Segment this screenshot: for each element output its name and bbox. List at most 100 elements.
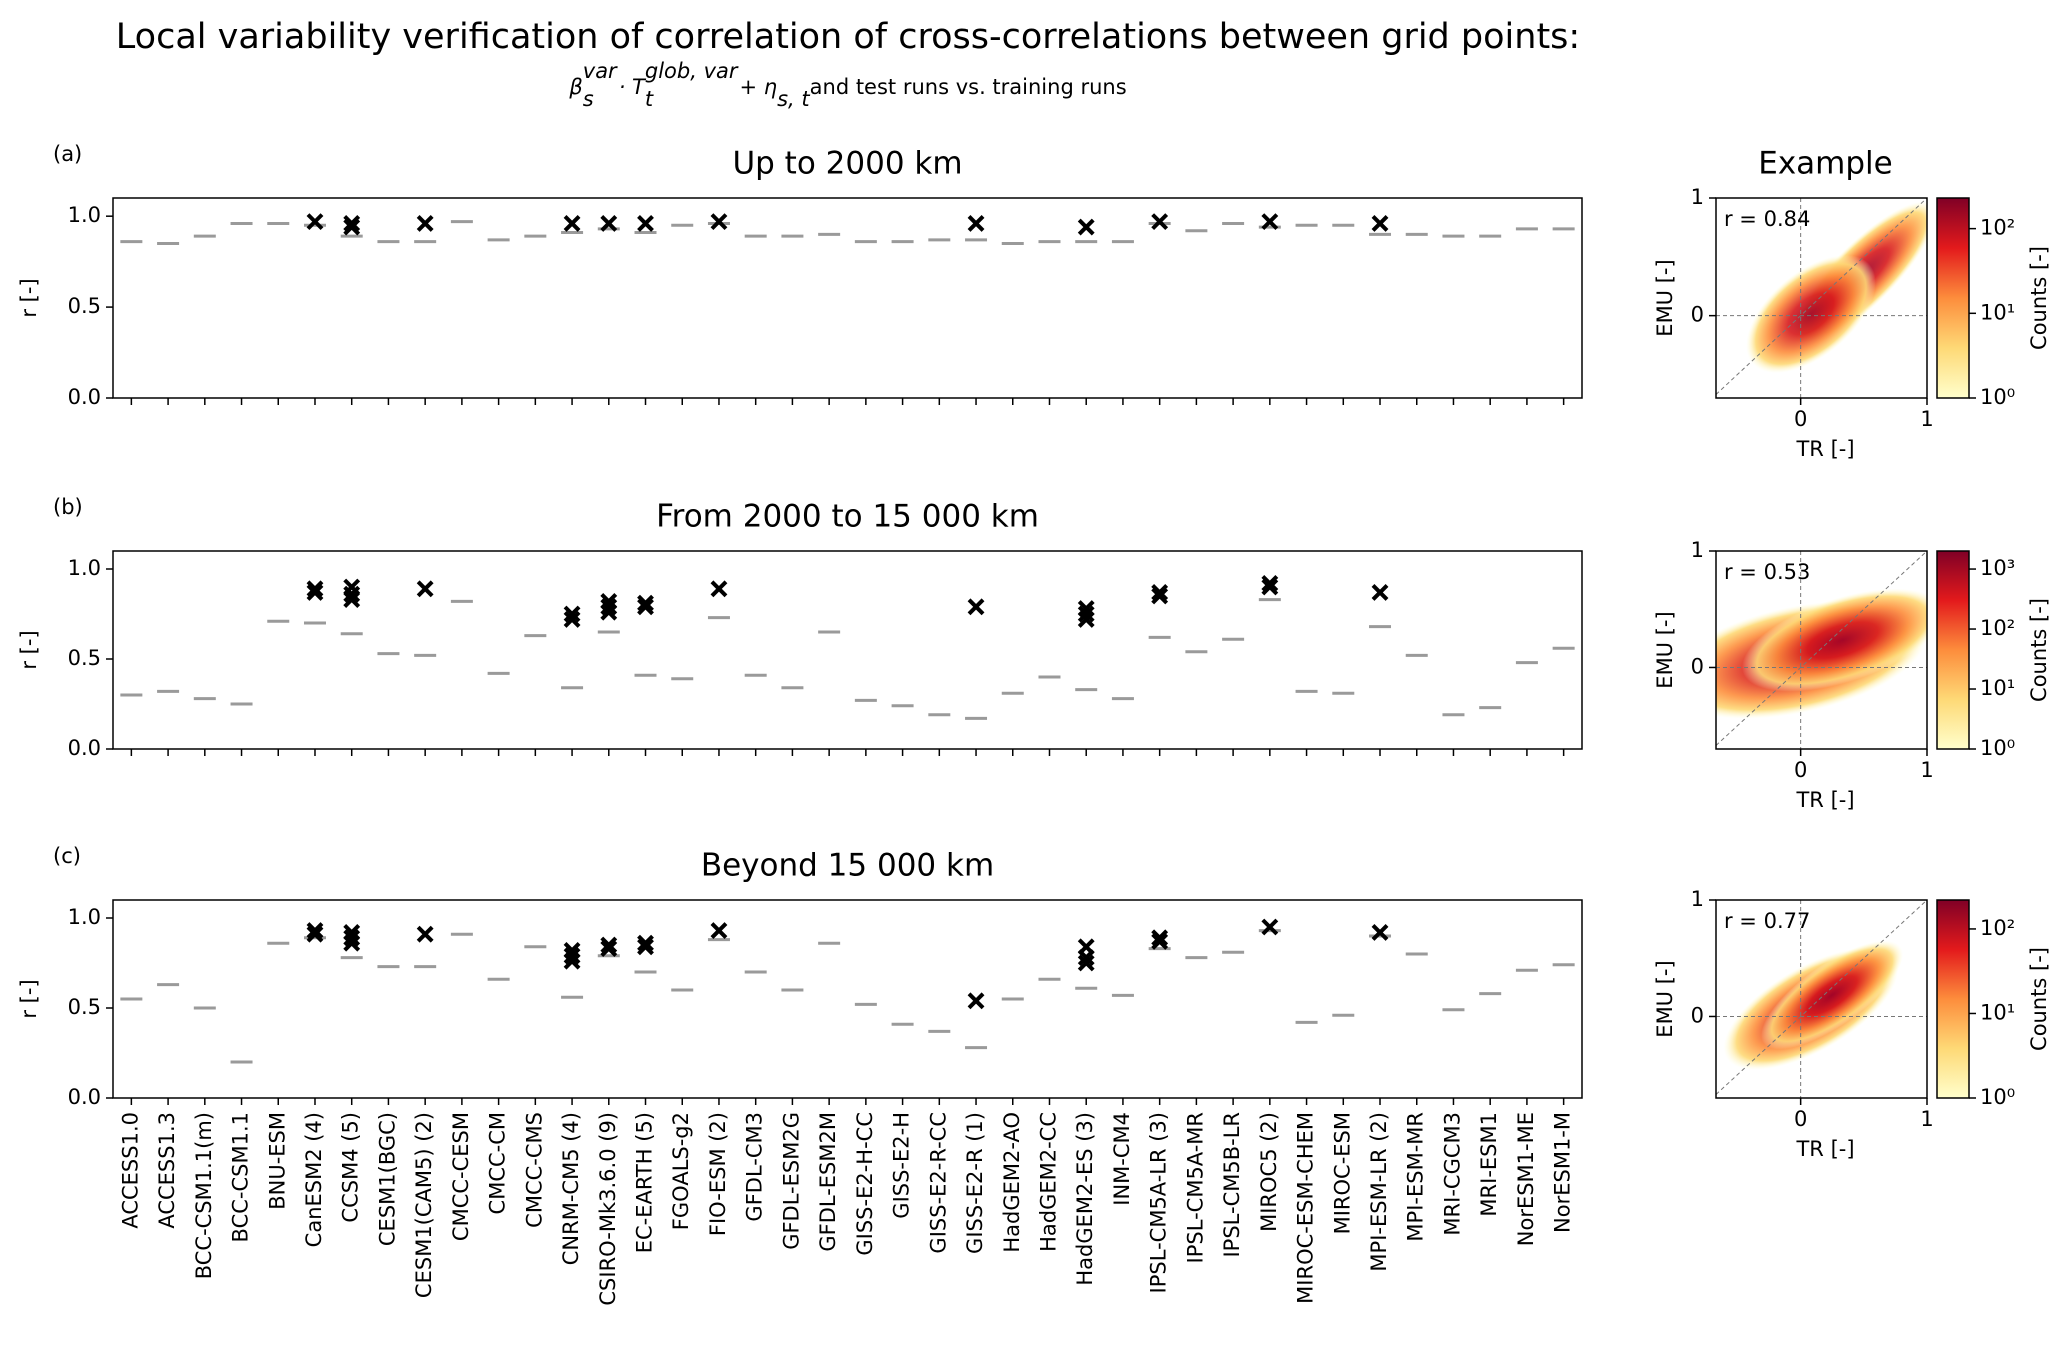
panel-title: Up to 2000 km [732,146,962,182]
x-tick-label: CMCC-CM [486,1112,510,1214]
axes-frame [1715,550,1928,750]
subtitle-superscript: glob, var [645,59,739,83]
subtitle-text: · T [619,75,647,99]
x-tick-label: HadGEM2-ES (3) [1073,1112,1097,1286]
subtitle-subscript: t [645,87,654,111]
y-tick-label: 1 [1691,185,1704,209]
x-tick-label: MIROC-ESM-CHEM [1294,1112,1318,1304]
test-run [1151,583,1169,601]
subtitle-text: + η [740,75,778,99]
test-run [1151,932,1169,950]
density [1716,588,1927,719]
x-tick-label: GISS-E2-H [890,1112,914,1219]
test-run [416,580,434,598]
r-label: r = 0.84 [1724,207,1810,231]
density-blob [1761,940,1904,1050]
test-run [967,992,985,1010]
test-run [1077,610,1095,628]
test-run [710,580,728,598]
figure-title: Local variability verification of correl… [116,17,1580,57]
x-tick-label: GISS-E2-H-CC [853,1112,877,1256]
x-tick-label: 1 [1920,758,1933,782]
x-tick-label: CESM1(CAM5) (2) [412,1112,436,1298]
test-run [563,947,581,965]
test-run [967,598,985,616]
panel-title: From 2000 to 15 000 km [656,499,1039,535]
test-run [343,929,361,947]
test-run [710,922,728,940]
test-run [600,940,618,958]
x-axis-label: TR [-] [1795,788,1854,812]
x-tick-label: IPSL-CM5A-LR (3) [1147,1112,1171,1293]
y-axis-label: r [-] [17,278,41,317]
x-tick-label: FGOALS-g2 [669,1112,693,1230]
test-run [1371,923,1389,941]
test-run [600,603,618,621]
r-label: r = 0.53 [1724,560,1810,584]
y-tick-label: 0.5 [68,646,101,670]
test-run [967,215,985,232]
colorbar-tick-label: 10¹ [1980,676,2015,700]
panel-label: (a) [53,142,82,166]
y-tick-label: 1.0 [68,556,101,580]
subtitle-superscript: var [583,59,618,83]
test-run [1077,218,1095,236]
test-run [600,936,618,954]
x-tick-label: NorESM1-M [1551,1112,1575,1233]
x-tick-label: FIO-ESM (2) [706,1112,730,1236]
test-run [306,922,324,940]
x-tick-label: IPSL-CM5A-MR [1183,1112,1207,1263]
x-tick-label: MRI-CGCM3 [1440,1112,1464,1236]
x-tick-label: 0 [1794,407,1807,431]
colorbar [1936,899,1970,1099]
test-run [637,215,654,232]
test-run [1077,954,1095,972]
test-run [1151,213,1169,231]
x-tick-label: CCSM4 (5) [339,1112,363,1223]
x-tick-label: INM-CM4 [1110,1112,1134,1206]
y-tick-label: 1.0 [68,203,101,227]
axes-frame [112,550,1583,750]
x-axis-label: TR [-] [1795,1137,1854,1161]
test-run [637,938,654,956]
x-tick-label: BCC-CSM1.1 [229,1112,253,1242]
colorbar-tick-label: 10² [1980,216,2015,240]
test-run [343,585,361,603]
test-run [710,213,728,231]
density [1746,201,1927,374]
test-run [343,934,361,952]
test-run [343,215,361,232]
colorbar [1936,550,1970,750]
test-run [1371,583,1389,601]
test-run [343,591,361,609]
x-tick-label: MIROC-ESM [1330,1112,1354,1234]
test-run [600,598,618,616]
colorbar-tick-label: 10⁰ [1980,1085,2015,1109]
colorbar-tick-label: 10² [1980,616,2015,640]
r-label: r = 0.77 [1724,909,1810,933]
x-tick-label: 1 [1920,1107,1933,1131]
y-axis-label: EMU [-] [1653,611,1677,688]
y-tick-label: 0.0 [68,385,101,409]
diagonal-line [1716,551,1927,746]
test-run [637,594,654,612]
panel-label: (c) [53,844,81,868]
test-run [1077,949,1095,967]
x-tick-label: GFDL-ESM2G [779,1112,803,1250]
colorbar-tick-label: 10¹ [1980,1000,2015,1024]
axes-frame [1715,899,1928,1099]
x-tick-label: 0 [1794,758,1807,782]
colorbar-tick-label: 10³ [1980,556,2015,580]
x-tick-label: MIROC5 (2) [1257,1112,1281,1232]
test-run [637,598,654,616]
colorbar [1936,197,1970,399]
test-run [1261,918,1279,936]
x-tick-label: GFDL-ESM2M [816,1112,840,1252]
y-tick-label: 1 [1691,887,1704,911]
colorbar-label: Counts [-] [2027,598,2051,702]
test-run [343,218,361,236]
test-run [1371,215,1389,232]
y-tick-label: 0.0 [68,1085,101,1109]
